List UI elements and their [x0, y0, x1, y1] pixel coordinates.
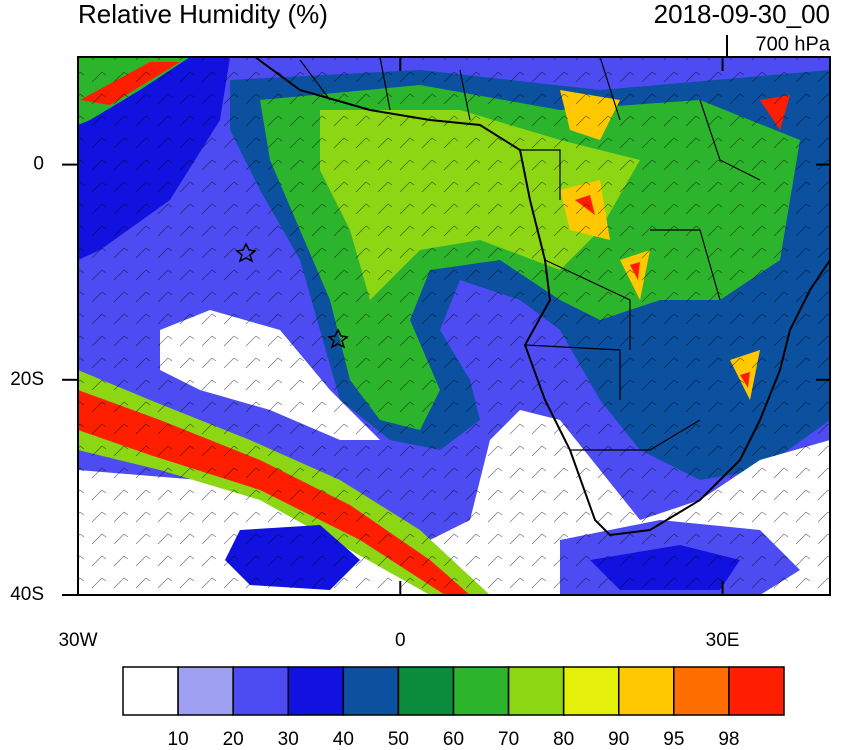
- colorbar-box: [342, 666, 400, 716]
- colorbar-box: [618, 666, 675, 716]
- colorbar-box: [728, 666, 785, 716]
- borders: [299, 57, 761, 451]
- colorbar-box: [177, 666, 234, 716]
- colorbar-box: [562, 666, 620, 716]
- colorbar-label: 50: [388, 729, 409, 750]
- colorbar-label: 20: [223, 729, 244, 750]
- coastline: [254, 57, 830, 537]
- y-tick-label: 20S: [10, 369, 44, 390]
- colorbar-label: 98: [718, 729, 739, 750]
- colorbar-box: [122, 666, 179, 716]
- colorbar-label: 60: [443, 729, 464, 750]
- colorbar-box: [232, 666, 290, 716]
- pressure-level: 700 hPa: [755, 33, 830, 55]
- valid-time: 2018-09-30_00: [654, 0, 830, 29]
- colorbar-box: [397, 666, 455, 716]
- map-title: Relative Humidity (%): [78, 0, 328, 29]
- x-tick-label: 0: [395, 630, 406, 651]
- wind-barbs: [78, 57, 830, 595]
- island-marker: [235, 242, 349, 349]
- colorbar-label: 80: [553, 729, 574, 750]
- y-tick-label: 0: [33, 154, 44, 175]
- humidity-field: [78, 57, 830, 595]
- colorbar-box: [452, 666, 510, 716]
- colorbar-label: 30: [278, 729, 299, 750]
- colorbar-box: [287, 666, 345, 716]
- colorbar-label: 40: [333, 729, 354, 750]
- colorbar-box: [673, 666, 730, 716]
- colorbar-box: [507, 666, 565, 716]
- colorbar-label: 70: [498, 729, 519, 750]
- colorbar-label: 90: [608, 729, 629, 750]
- y-tick-label: 40S: [10, 584, 44, 605]
- map-frame: [77, 56, 831, 596]
- x-tick-label: 30E: [706, 630, 740, 651]
- colorbar-label: 95: [663, 729, 684, 750]
- colorbar-label: 10: [168, 729, 189, 750]
- x-tick-label: 30W: [58, 630, 97, 651]
- axes: 30W 0 30E 0 20S 40S: [10, 57, 830, 651]
- colorbar: 10 20 30 40 50 60 70 80 90 95 98: [122, 666, 785, 750]
